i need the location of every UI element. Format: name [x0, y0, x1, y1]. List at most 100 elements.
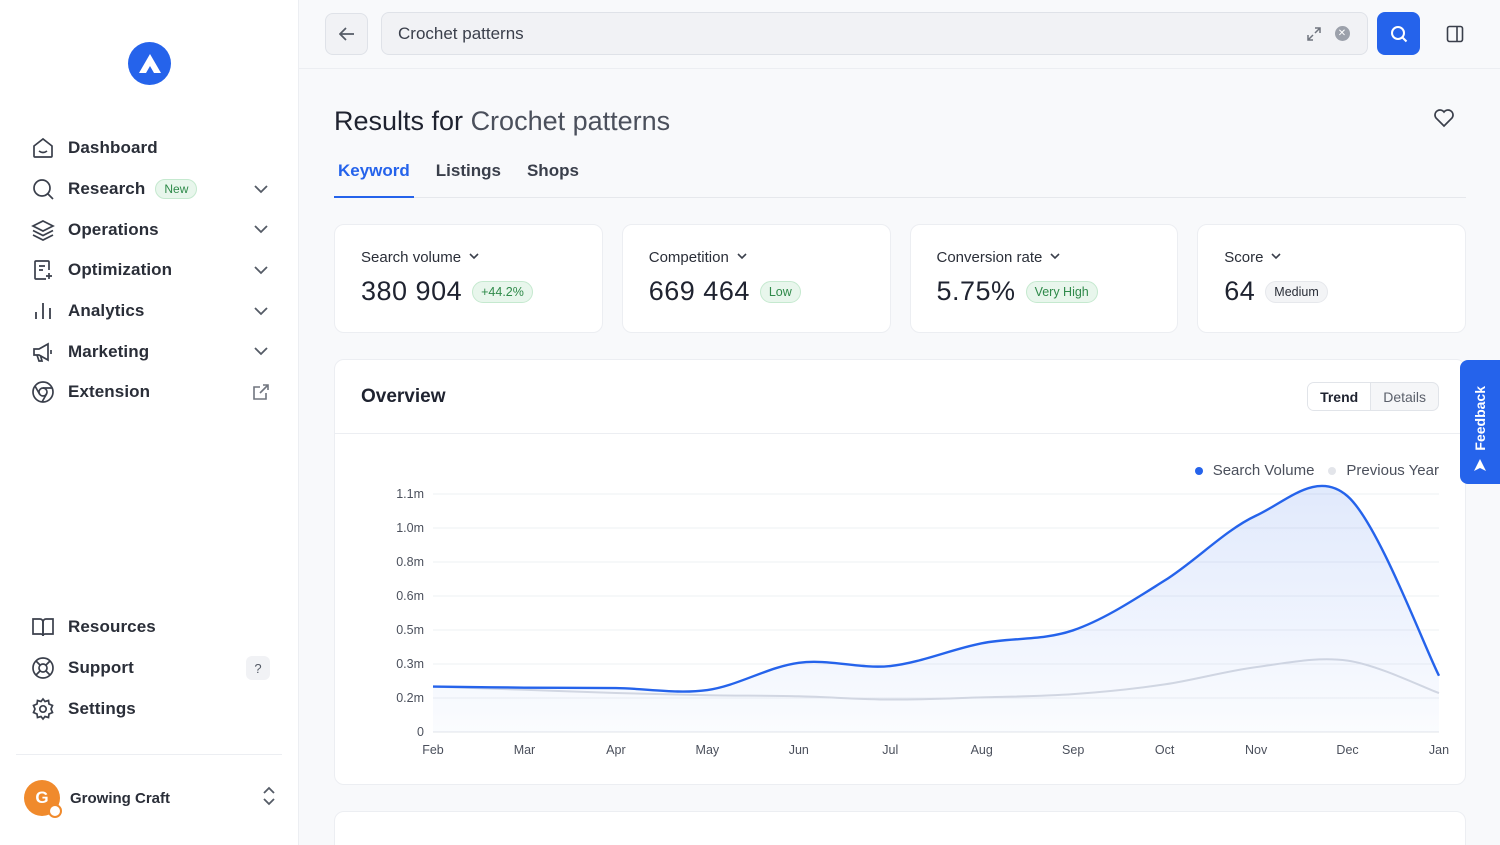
sidebar-item-resources[interactable]: Resources [16, 607, 284, 648]
status-badge: Very High [1025, 280, 1098, 303]
legend-item-previous-year[interactable]: Previous Year [1328, 462, 1439, 479]
page-title-prefix: Results for [334, 106, 464, 136]
x-tick-label: Nov [1245, 743, 1268, 757]
series-line-search-volume [432, 484, 1441, 693]
toggle-trend[interactable]: Trend [1308, 383, 1372, 410]
sidebar-item-optimization[interactable]: Optimization [16, 250, 284, 291]
book-icon [30, 614, 56, 640]
toggle-panel-button[interactable] [1443, 22, 1467, 46]
avatar: G [24, 780, 62, 818]
x-tick-label: Jun [789, 743, 809, 757]
expand-icon[interactable] [1305, 25, 1323, 43]
favorite-button[interactable] [1433, 108, 1457, 132]
sidebar-item-settings[interactable]: Settings [16, 688, 284, 729]
sidebar-item-label: Extension [68, 382, 151, 402]
tab-keyword[interactable]: Keyword [334, 155, 414, 198]
tab-shops[interactable]: Shops [526, 161, 579, 180]
page-title-keyword: Crochet patterns [470, 106, 671, 136]
metric-card-search-volume: Search volume 380 904 +44.2% [334, 224, 603, 333]
heart-icon [1434, 109, 1454, 128]
chevron-down-icon [1271, 252, 1282, 263]
sidebar-item-label: Marketing [68, 341, 150, 361]
status-badge: Low [759, 280, 801, 303]
y-tick-label: 0.6m [396, 589, 424, 603]
metric-dropdown[interactable]: Conversion rate [937, 249, 1152, 266]
sidebar-item-extension[interactable]: Extension [16, 372, 284, 413]
metric-dropdown[interactable]: Competition [649, 249, 864, 266]
megaphone-icon [30, 339, 56, 365]
chevron-down-icon[interactable] [252, 343, 270, 361]
page-title: Results for Crochet patterns [334, 106, 670, 137]
sidebar-item-label: Support [68, 658, 134, 678]
search-button[interactable] [1377, 12, 1420, 55]
sidebar-item-marketing[interactable]: Marketing [16, 331, 284, 372]
external-link-icon[interactable] [252, 383, 270, 401]
overview-panel: Overview Trend Details Search Volume Pre… [334, 359, 1466, 785]
feedback-tab[interactable]: Feedback [1460, 360, 1500, 484]
sidebar-item-analytics[interactable]: Analytics [16, 291, 284, 332]
bar-chart-icon [30, 298, 56, 324]
shop-switcher[interactable]: G Growing Craft [24, 778, 276, 818]
metric-value: 5.75% [936, 276, 1016, 306]
y-tick-label: 1.1m [396, 487, 424, 501]
metric-dropdown[interactable]: Search volume [361, 249, 576, 266]
metric-label: Search volume [361, 249, 462, 266]
x-tick-label: Feb [422, 743, 444, 757]
sidebar-item-operations[interactable]: Operations [16, 209, 284, 250]
back-button[interactable] [325, 13, 368, 55]
feedback-label: Feedback [1472, 385, 1488, 451]
toggle-details[interactable]: Details [1383, 389, 1426, 405]
sidebar-item-dashboard[interactable]: Dashboard [16, 128, 284, 169]
search-input[interactable]: Crochet patterns ✕ [381, 12, 1368, 55]
sidebar-item-label: Research [68, 179, 146, 199]
home-icon [30, 135, 56, 161]
sidebar-item-label: Operations [68, 219, 159, 239]
metric-cards: Search volume 380 904 +44.2% Competition… [334, 224, 1466, 333]
app-logo[interactable] [128, 42, 171, 85]
top-bar: Crochet patterns ✕ [299, 0, 1500, 69]
chevron-down-icon[interactable] [252, 302, 270, 320]
results-tabs: Keyword Listings Shops [334, 155, 1466, 198]
metric-value: 669 464 [648, 276, 750, 306]
y-tick-label: 1.0m [396, 521, 424, 535]
avatar-letter: G [35, 788, 49, 807]
gear-icon [30, 696, 56, 722]
sidebar-item-label: Settings [68, 698, 136, 718]
logo-mark-icon [138, 53, 161, 73]
arrow-left-icon [338, 27, 354, 41]
sidebar-item-research[interactable]: Research New [16, 169, 284, 210]
legend-item-search-volume[interactable]: Search Volume [1194, 462, 1314, 479]
chrome-icon [30, 379, 56, 405]
metric-label: Conversion rate [936, 249, 1043, 266]
overview-title: Overview [361, 386, 446, 407]
tab-listings[interactable]: Listings [435, 161, 501, 180]
y-tick-label: 0.3m [396, 657, 424, 671]
legend-label: Previous Year [1346, 462, 1439, 479]
chevron-up-down-icon[interactable] [262, 786, 276, 811]
metric-value: 64 [1224, 276, 1256, 306]
chevron-down-icon[interactable] [252, 261, 270, 279]
chevron-down-icon[interactable] [252, 221, 270, 239]
help-hint[interactable]: ? [246, 656, 270, 681]
sidebar-item-label: Dashboard [68, 138, 158, 158]
metric-dropdown[interactable]: Score [1224, 249, 1439, 266]
sidebar-item-support[interactable]: Support ? [16, 648, 284, 689]
chart-legend: Search Volume Previous Year [1181, 462, 1439, 479]
metric-card-competition: Competition 669 464 Low [621, 224, 891, 333]
layers-icon [30, 217, 56, 243]
x-tick-label: May [696, 743, 720, 757]
chevron-down-icon [737, 252, 747, 263]
chevron-down-icon [469, 252, 479, 263]
secondary-nav: Resources Support ? Settings [16, 607, 284, 729]
metric-card-score: Score 64 Medium [1197, 224, 1466, 333]
x-tick-label: Mar [514, 743, 536, 757]
legend-dot [1194, 466, 1203, 475]
y-tick-label: 0.8m [396, 555, 424, 569]
clear-search-icon[interactable]: ✕ [1333, 25, 1351, 43]
search-input-value[interactable]: Crochet patterns [398, 23, 524, 43]
x-tick-label: Jan [1429, 743, 1449, 757]
metric-value: 380 904 [361, 276, 463, 306]
metric-label: Score [1224, 249, 1264, 266]
primary-nav: Dashboard Research New Operations Optimi… [16, 128, 284, 413]
chevron-down-icon[interactable] [252, 180, 270, 198]
